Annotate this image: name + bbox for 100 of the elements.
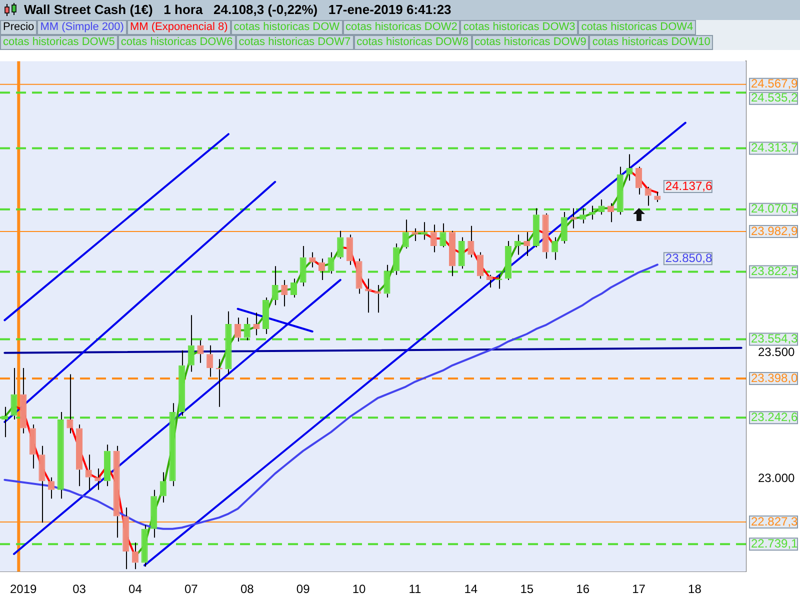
x-tick-label: 11 xyxy=(408,582,422,596)
text: cotas historicas DOW3 xyxy=(460,20,578,35)
candlestick xyxy=(10,367,18,420)
candlestick xyxy=(113,445,120,538)
text: cotas historicas DOW7 xyxy=(236,35,354,50)
candlestick xyxy=(402,219,409,250)
text: Precio xyxy=(0,20,38,35)
candlestick xyxy=(272,266,278,306)
text: cotas historicas DOW5 xyxy=(0,35,118,50)
candlestick xyxy=(141,524,148,568)
candlestick xyxy=(393,242,400,276)
candlestick xyxy=(188,314,194,372)
candlestick xyxy=(365,278,372,314)
candlestick xyxy=(328,252,334,274)
candlestick xyxy=(570,208,577,229)
candlestick xyxy=(244,317,250,341)
candlestick xyxy=(160,472,166,503)
candlestick xyxy=(412,228,418,242)
x-tick-label: 08 xyxy=(240,582,254,596)
x-tick-label: 14 xyxy=(464,582,478,596)
candlestick xyxy=(122,506,130,570)
candlestick xyxy=(85,454,92,490)
y-tick-label: 23.500 xyxy=(758,345,796,360)
ref-line-label: 23.822,5 xyxy=(751,264,798,278)
candlestick xyxy=(440,222,446,248)
x-tick-label: 07 xyxy=(184,582,198,596)
candlestick xyxy=(580,208,586,224)
candlestick xyxy=(197,340,204,364)
candlestick xyxy=(206,344,214,378)
ref-line-label: 23.242,6 xyxy=(751,410,798,424)
candlestick xyxy=(76,424,83,487)
candlestick xyxy=(150,489,158,538)
candlestick xyxy=(560,212,568,244)
text: MM (Simple 200) xyxy=(37,20,127,35)
text: cotas historicas DOW6 xyxy=(118,35,236,50)
candlestick xyxy=(337,230,344,260)
candlestick xyxy=(430,224,437,253)
candlestick xyxy=(476,252,484,280)
candlestick xyxy=(104,444,110,487)
candlestick xyxy=(29,424,36,470)
candlestick xyxy=(542,212,549,260)
x-tick-label: 10 xyxy=(352,582,366,596)
candlestick xyxy=(20,367,27,434)
candlestick xyxy=(532,208,540,248)
candlestick xyxy=(598,198,605,216)
candlestick xyxy=(616,166,624,216)
ref-line-label: 23.982,9 xyxy=(751,224,798,238)
candlestick xyxy=(468,225,474,258)
candlestick xyxy=(626,154,633,182)
candlestick xyxy=(262,297,270,334)
ref-line-label: 24.313,7 xyxy=(751,140,798,155)
x-tick-label: 16 xyxy=(576,582,590,596)
text: cotas historicas DOW9 xyxy=(472,35,590,50)
ref-line-label: 22.739,1 xyxy=(751,536,798,550)
candlestick xyxy=(1,406,8,438)
text: cotas historicas DOW xyxy=(230,20,343,35)
x-tick-label: 04 xyxy=(128,582,142,596)
candlestick xyxy=(178,350,186,416)
candlestick xyxy=(309,252,316,268)
candlestick xyxy=(636,166,642,195)
candlestick xyxy=(225,310,232,375)
y-tick-label: 23.000 xyxy=(758,470,796,485)
x-tick-label: 03 xyxy=(72,582,86,596)
text: cotas historicas DOW10 xyxy=(589,35,714,50)
ref-line-label: 23.398,0 xyxy=(751,370,798,385)
candlestick xyxy=(234,317,242,342)
text: MM (Exponencial 8) xyxy=(126,20,231,35)
chart-title: Wall Street Cash (1€) 1 hora 24.108,3 (-0,22%) 17-ene-2019 6:41:23 xyxy=(24,1,452,19)
candlestick xyxy=(504,240,512,280)
ref-line-label: 24.567,9 xyxy=(751,76,798,91)
x-tick-label: 15 xyxy=(520,582,534,596)
x-tick-label: 17 xyxy=(632,582,646,596)
ref-line-label: 24.070,5 xyxy=(751,202,798,216)
data-label: 24.137,6 xyxy=(665,178,712,193)
ref-line-label: 22.827,3 xyxy=(751,514,798,528)
candlestick xyxy=(384,264,390,298)
text: cotas historicas DOW8 xyxy=(354,35,472,50)
text: cotas historicas DOW4 xyxy=(578,20,696,35)
candlestick xyxy=(346,234,353,266)
ref-line-label: 23.554,3 xyxy=(751,332,798,346)
candlestick xyxy=(654,191,661,202)
candlestick xyxy=(486,274,493,288)
candlestick xyxy=(132,542,138,570)
text: cotas historicas DOW2 xyxy=(342,20,460,35)
candlestick xyxy=(300,246,306,287)
candlestick xyxy=(644,186,652,206)
x-tick-label: 2019 xyxy=(10,582,37,596)
candlestick xyxy=(421,222,428,240)
candlestick xyxy=(374,284,381,314)
candlestick xyxy=(38,445,46,524)
ref-line-label: 24.535,2 xyxy=(751,90,798,105)
x-tick-label: 09 xyxy=(296,582,310,596)
candlestick xyxy=(458,236,465,270)
candlestick xyxy=(57,411,64,500)
candlestick xyxy=(169,402,176,487)
x-tick-label: 18 xyxy=(688,582,702,596)
candlestick xyxy=(449,230,456,277)
candlestick xyxy=(588,205,596,220)
candlestick xyxy=(356,258,362,294)
candlestick xyxy=(290,278,297,298)
